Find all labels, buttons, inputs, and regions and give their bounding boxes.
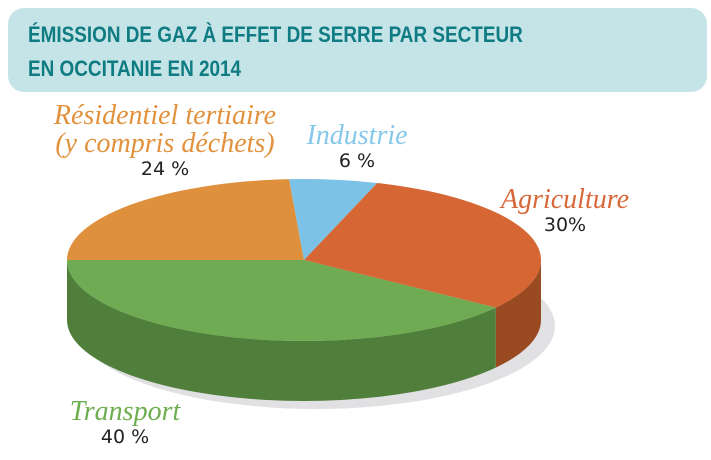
slice-label-transport: Transport [69,396,181,427]
title-banner: ÉMISSION DE GAZ À EFFET DE SERRE PAR SEC… [8,8,707,92]
slice-value-industrie: 6 % [338,150,376,172]
pie-slice-transport [67,260,496,341]
slice-value-transport: 40 % [100,426,150,448]
label-residentiel: Résidentiel tertiaire (y compris déchets… [0,100,330,181]
label-industrie: Industrie 6 % [292,120,422,173]
label-transport: Transport 40 % [60,396,190,449]
slice-label-industrie: Industrie [306,120,408,151]
label-agriculture: Agriculture 30% [490,184,640,237]
chart-title-line-2: EN OCCITANIE EN 2014 [28,56,242,81]
pie-side-transport [67,260,496,401]
chart-title-line-1: ÉMISSION DE GAZ À EFFET DE SERRE PAR SEC… [28,22,523,47]
slice-label-residentiel-line1: Résidentiel tertiaire [53,100,277,131]
slice-value-agriculture: 30% [543,214,587,236]
slice-label-agriculture: Agriculture [500,184,630,215]
pie-side-agriculture [495,260,541,368]
pie-slice-industrie [289,179,378,260]
pie-slice-residentiel-tertiaire [67,179,304,260]
pie-slice-agriculture [304,182,541,308]
pie-sides [67,260,541,401]
pie-top-faces [67,179,541,341]
slice-label-residentiel-line2: (y compris déchets) [55,128,275,159]
slice-value-residentiel: 24 % [140,158,190,180]
